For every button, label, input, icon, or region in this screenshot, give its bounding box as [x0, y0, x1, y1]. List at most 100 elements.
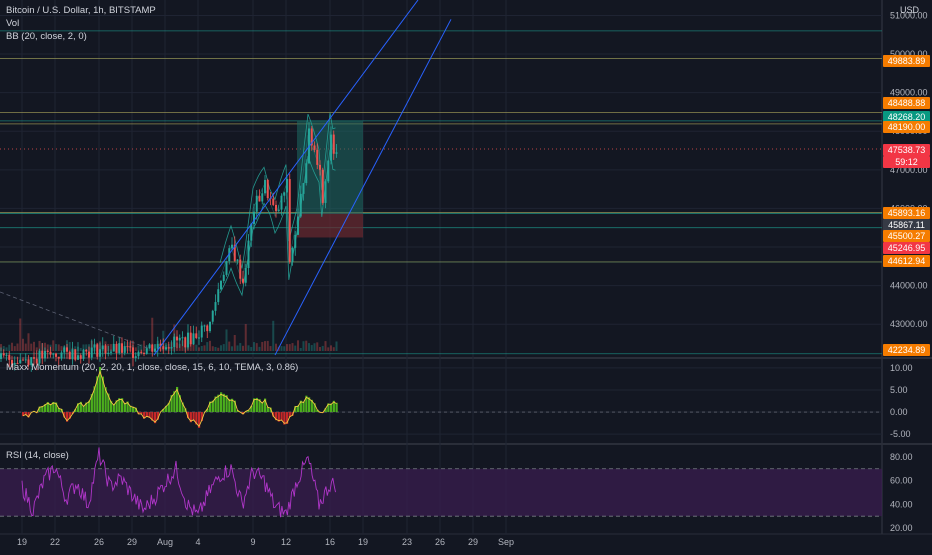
price-tag: 49883.89	[883, 55, 930, 67]
volume-bar	[297, 340, 299, 351]
candle-body	[314, 145, 316, 149]
candle-body	[116, 344, 118, 353]
candle-body	[107, 353, 109, 354]
volume-bar	[294, 346, 296, 351]
candle-body	[305, 163, 307, 183]
candle-body	[264, 180, 266, 193]
candle-body	[283, 192, 285, 195]
price-tag: 48190.00	[883, 121, 930, 133]
currency-label: USD	[900, 5, 919, 15]
rsi-tick-label: 80.00	[890, 452, 913, 462]
volume-legend[interactable]: Vol	[6, 17, 156, 30]
momentum-tick-label: -5.00	[890, 429, 911, 439]
volume-bar	[264, 341, 266, 351]
candle-body	[58, 357, 60, 359]
candle-body	[272, 199, 274, 205]
momentum-bar	[330, 404, 332, 412]
volume-bar	[250, 347, 252, 351]
candle-body	[61, 353, 63, 359]
volume-bar	[58, 344, 60, 351]
volume-bar	[242, 346, 244, 351]
candle-body	[44, 351, 46, 358]
candle-body	[50, 352, 52, 355]
price-tick-label: 43000.00	[890, 319, 928, 329]
volume-bar	[206, 342, 208, 351]
volume-bar	[209, 341, 211, 351]
candle-body	[55, 353, 57, 356]
symbol-title[interactable]: Bitcoin / U.S. Dollar, 1h, BITSTAMP	[6, 4, 156, 17]
candle-body	[297, 217, 299, 235]
candle-body	[154, 349, 156, 352]
candle-body	[176, 337, 178, 341]
candle-body	[220, 281, 222, 289]
candle-body	[33, 357, 35, 358]
volume-bar	[314, 343, 316, 351]
candle-body	[261, 193, 263, 201]
candle-body	[171, 347, 173, 348]
candle-body	[226, 261, 228, 275]
rsi-title[interactable]: RSI (14, close)	[6, 449, 69, 462]
bollinger-legend[interactable]: BB (20, close, 2, 0)	[6, 30, 156, 43]
candle-body	[201, 326, 203, 338]
volume-bar	[204, 345, 206, 351]
candle-body	[237, 260, 239, 261]
candle-body	[143, 353, 145, 354]
price-tag: 45893.16	[883, 207, 930, 219]
candle-body	[96, 344, 98, 356]
volume-bar	[239, 343, 241, 351]
volume-bar	[6, 347, 8, 351]
momentum-bar	[336, 403, 338, 412]
volume-bar	[270, 346, 272, 351]
candle-body	[85, 350, 87, 352]
candle-body	[198, 337, 200, 338]
volume-bar	[8, 345, 10, 351]
candle-body	[140, 352, 142, 353]
candle-body	[47, 351, 49, 352]
candle-body	[0, 353, 2, 359]
volume-bar	[292, 343, 294, 351]
candle-body	[80, 355, 82, 359]
candle-body	[333, 135, 335, 154]
candle-body	[281, 196, 283, 210]
candle-body	[63, 347, 65, 352]
volume-bar	[215, 347, 217, 351]
volume-bar	[248, 345, 250, 351]
candle-body	[179, 338, 181, 341]
candle-body	[245, 268, 247, 283]
volume-bar	[253, 342, 255, 351]
candle-body	[74, 349, 76, 359]
momentum-tick-label: 10.00	[890, 363, 913, 373]
volume-bar	[286, 344, 288, 351]
candle-body	[231, 245, 233, 249]
candle-body	[327, 161, 329, 182]
candle-body	[94, 344, 96, 347]
candle-body	[195, 333, 197, 338]
candle-body	[3, 353, 5, 355]
rsi-tick-label: 40.00	[890, 499, 913, 509]
price-tag: 45500.27	[883, 230, 930, 242]
candle-body	[217, 289, 219, 302]
candle-body	[132, 347, 134, 357]
candle-body	[275, 205, 277, 211]
candle-body	[113, 344, 115, 352]
volume-bar	[311, 345, 313, 351]
time-tick-label: 29	[127, 537, 137, 547]
volume-bar	[61, 346, 63, 351]
volume-bar	[234, 335, 236, 351]
momentum-title[interactable]: Maxx Momentum (20, 2, 20, 1, close, clos…	[6, 361, 298, 374]
candle-body	[239, 260, 241, 279]
candle-body	[206, 325, 208, 331]
candle-body	[118, 343, 120, 353]
candle-body	[110, 352, 112, 353]
volume-bar	[69, 342, 71, 351]
volume-bar	[217, 348, 219, 351]
price-tag: 45246.95	[883, 242, 930, 254]
time-tick-label: 9	[250, 537, 255, 547]
countdown-tag: 59:12	[883, 156, 930, 168]
momentum-bar	[223, 394, 225, 412]
candle-body	[138, 352, 140, 357]
volume-bar	[330, 345, 332, 351]
volume-bar	[22, 339, 24, 351]
